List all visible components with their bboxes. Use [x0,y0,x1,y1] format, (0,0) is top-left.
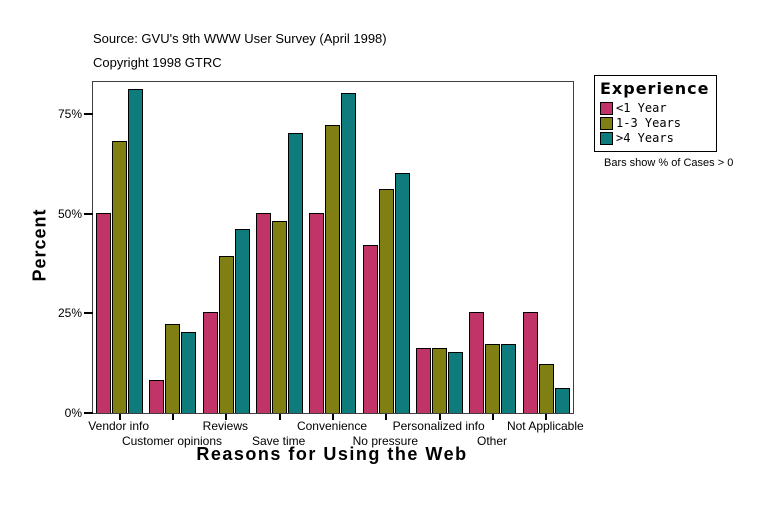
bar [416,348,432,413]
bar [501,344,517,413]
bars-container [93,82,573,413]
bar [378,188,394,413]
y-tick-label: 50% [57,206,82,221]
legend-entry: <1 Year [600,101,712,115]
bar [394,172,410,413]
bar-group [200,82,253,413]
bar-group [146,82,199,413]
x-axis-tick [278,414,281,420]
legend-swatch [600,101,613,115]
legend-footnote: Bars show % of Cases > 0 [604,157,734,169]
x-axis-tick [385,414,388,420]
y-axis-tick [84,412,93,414]
bar [448,352,464,413]
bar [554,388,570,413]
legend-title: Experience [600,79,710,98]
bar [469,312,485,413]
bar [362,244,378,413]
x-axis-tick [332,414,334,420]
y-tick-label: 75% [57,106,82,121]
x-axis-tick [172,414,174,420]
legend-entries: <1 Year 1-3 Years >4 Years [600,101,712,145]
x-axis-tick [492,414,494,420]
legend: Experience <1 Year 1-3 Years >4 Years [594,75,717,152]
bar [165,324,181,413]
x-category-label: Convenience [296,419,368,433]
bar [149,380,165,413]
bar [538,364,554,413]
legend-swatch [600,116,613,130]
x-category-label: Reviews [202,419,249,433]
x-category-label: Other [476,434,508,448]
x-category-label: Save time [251,434,306,448]
bar [325,124,341,413]
bar-group [413,82,466,413]
x-axis-tick [225,414,228,420]
x-category-label: Not Applicable [506,419,584,433]
bar [432,348,448,413]
x-axis-title: Reasons for Using the Web [196,444,468,464]
y-tick-label: 25% [57,306,82,321]
y-tick-label: 0% [64,406,82,420]
bar-group [253,82,306,413]
bar [272,220,288,413]
bar [256,212,272,413]
bar [202,312,218,413]
bar [181,332,197,413]
plot-area: 0% 25% 50% 75% [58,81,574,420]
bar [128,88,144,413]
legend-entry: >4 Years [600,131,712,145]
x-category-label: Personalized info [392,419,485,433]
legend-entry-label: <1 Year [616,101,667,115]
chart-copyright: Copyright 1998 GTRC [93,55,222,70]
bar [522,312,538,413]
x-category-label: Customer opinions [121,434,223,448]
x-category-label: Vendor info [88,419,150,433]
x-axis-tick [545,414,548,420]
bar-group [306,82,359,413]
chart-source-title: Source: GVU's 9th WWW User Survey (April… [93,31,387,46]
bar [112,140,128,413]
bar [96,212,112,413]
legend-entry: 1-3 Years [600,116,712,130]
legend-swatch [600,131,613,145]
bar-group [466,82,519,413]
y-axis-tick [84,212,93,215]
bar-group [93,82,146,413]
x-category-label: No pressure [352,434,419,448]
bar [218,256,234,413]
y-axis-tick [84,112,93,115]
bar-group [360,82,413,413]
legend-entry-label: 1-3 Years [616,116,682,130]
bar [341,92,357,413]
x-axis-tick [438,414,441,420]
y-axis-tick [84,312,93,315]
legend-entry-label: >4 Years [616,131,674,145]
bar [309,212,325,413]
bar-group [520,82,573,413]
bar [288,132,304,413]
bar [234,228,250,413]
x-axis-tick [118,414,121,420]
bar [485,344,501,413]
